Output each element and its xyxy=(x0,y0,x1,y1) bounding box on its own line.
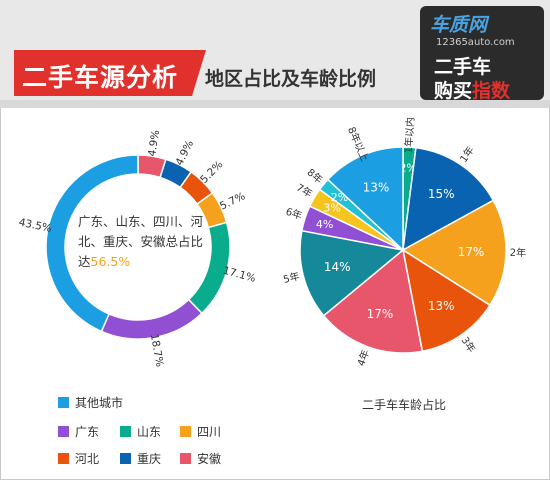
logo-line-2: 购买指数 xyxy=(434,76,510,103)
title-block xyxy=(14,50,192,96)
page-subtitle: 地区占比及车龄比例 xyxy=(205,68,377,90)
pie-value-7年: 3% xyxy=(323,202,340,215)
legend-item-其他城市: 其他城市 xyxy=(58,394,123,411)
legend-label: 河北 xyxy=(75,452,100,466)
pie-category-7年: 7年 xyxy=(294,181,315,201)
donut-label-广东: 18.7% xyxy=(148,333,166,368)
brand-logo xyxy=(420,6,544,100)
pie-slice-5年 xyxy=(299,229,405,317)
pie-category-8年以上: 8年以上 xyxy=(345,125,371,164)
pie-category-1年: 1年 xyxy=(457,144,477,165)
legend-label: 山东 xyxy=(137,425,162,439)
pie-category-3年: 3年 xyxy=(458,334,478,355)
donut-center-note: 广东、山东、四川、河北、重庆、安徽总占比达56.5% xyxy=(78,212,208,272)
pie-value-2年: 17% xyxy=(458,245,485,259)
donut-slice-其他城市 xyxy=(45,154,139,333)
pie-value-8年以上: 13% xyxy=(363,181,390,195)
legend-item-四川: 四川 xyxy=(180,423,221,440)
legend-label: 广东 xyxy=(75,425,100,439)
legend-label: 四川 xyxy=(197,425,222,439)
header-divider xyxy=(0,100,550,108)
pie-slice-1年 xyxy=(402,146,495,252)
title-block-edge xyxy=(192,50,206,96)
pie-category-4年: 4年 xyxy=(354,348,372,368)
pie-value-3年: 13% xyxy=(428,299,455,313)
legend-swatch xyxy=(58,453,69,464)
pie-value-1年: 15% xyxy=(428,187,455,201)
legend-item-广东: 广东 xyxy=(58,423,99,440)
legend-item-重庆: 重庆 xyxy=(120,450,161,467)
legend-swatch xyxy=(120,453,131,464)
pie-value-4年: 17% xyxy=(367,307,394,321)
donut-center-highlight: 56.5% xyxy=(90,254,131,269)
donut-label-重庆: 4.9% xyxy=(173,138,196,167)
legend-label: 重庆 xyxy=(137,452,162,466)
pie-category-1年以内: 1年以内 xyxy=(402,117,417,154)
logo-line-1: 二手车 xyxy=(434,56,492,78)
pie-slice-3年 xyxy=(401,248,492,353)
pie-category-2年: 2年 xyxy=(510,246,527,260)
legend-swatch xyxy=(58,397,69,408)
legend-item-安徽: 安徽 xyxy=(180,450,221,467)
donut-label-其他城市: 43.5% xyxy=(18,216,53,235)
legend-item-河北: 河北 xyxy=(58,450,99,467)
legend-swatch xyxy=(58,426,69,437)
page-title: 二手车源分析 xyxy=(22,63,179,92)
pie-category-6年: 6年 xyxy=(284,205,304,222)
age-pie-caption: 二手车车龄占比 xyxy=(362,398,447,412)
donut-label-河北: 5.2% xyxy=(198,159,225,186)
legend-item-山东: 山东 xyxy=(120,423,161,440)
donut-center-text: 广东、山东、四川、河北、重庆、安徽总占比达 xyxy=(78,214,204,269)
donut-label-四川: 5.7% xyxy=(218,190,247,212)
legend-swatch xyxy=(180,453,191,464)
pie-category-5年: 5年 xyxy=(282,269,301,286)
legend-swatch xyxy=(120,426,131,437)
logo-brand-text: 车质网 xyxy=(430,14,488,36)
pie-slice-4年 xyxy=(322,248,424,354)
logo-url-text: 12365auto.com xyxy=(436,37,515,48)
donut-slice-广东 xyxy=(100,298,203,340)
legend-swatch xyxy=(180,426,191,437)
logo-line-2b: 指数 xyxy=(472,80,511,102)
donut-label-安徽: 4.9% xyxy=(146,129,162,157)
pie-category-8年: 8年 xyxy=(305,166,326,186)
logo-line-2a: 购买 xyxy=(434,80,473,102)
pie-value-6年: 4% xyxy=(316,218,333,231)
legend-label: 其他城市 xyxy=(75,396,124,410)
legend-label: 安徽 xyxy=(197,452,222,466)
charts-canvas: 4.9% 4.9%5.2%5.7%17.1%18.7%43.5% 2%1年以内15… xyxy=(18,117,527,368)
pie-value-5年: 14% xyxy=(324,260,351,274)
pie-slice-8年以上 xyxy=(326,146,404,252)
donut-label-山东: 17.1% xyxy=(222,265,257,285)
pie-slice-2年 xyxy=(401,199,507,307)
